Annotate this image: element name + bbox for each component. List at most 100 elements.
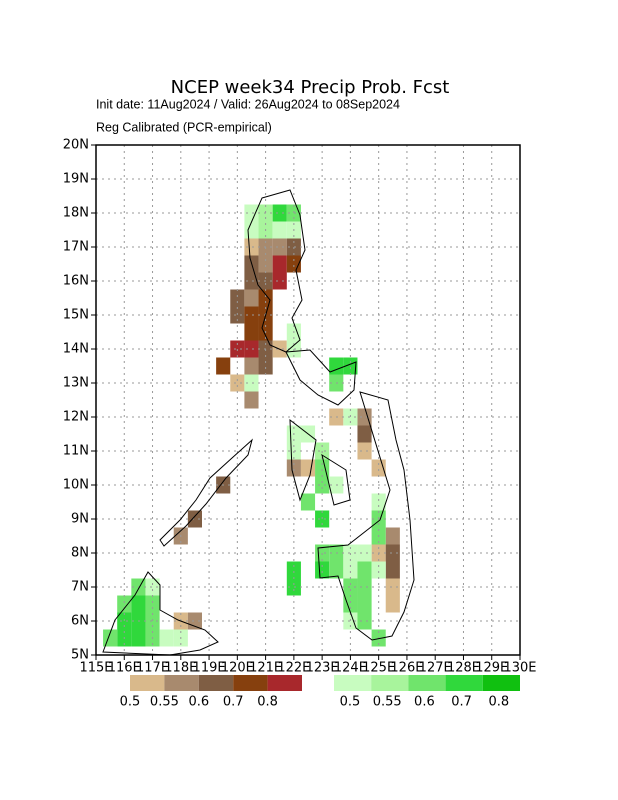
y-tick-label: 9N (71, 512, 89, 527)
prob-cell (272, 238, 287, 256)
x-tick-label: 122E (277, 661, 310, 676)
x-tick-label: 128E (447, 661, 480, 676)
prob-cell (371, 561, 386, 579)
prob-cell (343, 357, 358, 375)
legend-swatch (482, 675, 520, 691)
legend-label: 0.8 (257, 695, 278, 710)
prob-cell (385, 527, 400, 545)
legend-swatch (130, 675, 165, 691)
legend-swatch (408, 675, 446, 691)
prob-cell (131, 629, 146, 647)
y-tick-label: 7N (71, 580, 89, 595)
prob-cell (244, 306, 259, 324)
y-tick-label: 19N (63, 172, 89, 187)
method-label: Reg Calibrated (PCR-empirical) (96, 120, 272, 134)
y-tick-label: 5N (71, 648, 89, 663)
prob-cell (244, 238, 259, 256)
legend-label: 0.8 (488, 695, 509, 710)
prob-cell (315, 561, 330, 579)
x-tick-label: 119E (193, 661, 226, 676)
prob-cell (258, 255, 273, 273)
x-tick-label: 121E (249, 661, 282, 676)
prob-cell (244, 272, 259, 290)
legend-label: 0.7 (451, 695, 472, 710)
coastline (247, 189, 306, 353)
x-tick-label: 125E (362, 661, 395, 676)
y-tick-label: 8N (71, 546, 89, 561)
prob-cell (357, 595, 372, 613)
prob-cell (357, 578, 372, 596)
x-tick-label: 124E (334, 661, 367, 676)
prob-cell (244, 221, 259, 239)
prob-cell (329, 561, 344, 579)
prob-cell (300, 493, 316, 511)
prob-cell (230, 289, 245, 307)
prob-cell (258, 357, 273, 375)
prob-cell (357, 442, 372, 460)
legend-swatch (334, 675, 372, 691)
prob-cell (244, 391, 259, 409)
prob-cell (272, 221, 287, 239)
prob-cell (357, 612, 372, 630)
prob-cell (286, 578, 301, 596)
prob-cell (357, 561, 372, 579)
y-tick-label: 15N (63, 308, 89, 323)
legend-label: 0.6 (414, 695, 435, 710)
prob-cell (117, 595, 132, 613)
coastline (321, 453, 351, 506)
prob-cell (357, 425, 372, 443)
prob-cell (145, 578, 160, 596)
prob-cell (371, 493, 386, 511)
coastline (285, 349, 357, 406)
x-tick-label: 120E (221, 661, 254, 676)
coastline (102, 571, 219, 656)
legend-label: 0.7 (223, 695, 244, 710)
y-tick-label: 12N (63, 410, 89, 425)
prob-cell (329, 357, 344, 375)
x-tick-label: 115E (79, 661, 112, 676)
prob-cell (343, 561, 358, 579)
prob-cell (145, 595, 160, 613)
prob-cell (216, 357, 231, 375)
prob-cell (131, 595, 146, 613)
coastline (289, 418, 317, 502)
chart-title: NCEP week34 Precip Prob. Fcst (171, 77, 450, 98)
y-tick-label: 20N (63, 138, 89, 153)
y-tick-label: 17N (63, 240, 89, 255)
x-tick-label: 130E (503, 661, 536, 676)
legend-label: 0.5 (120, 695, 141, 710)
legend-label: 0.6 (188, 695, 209, 710)
coastlines (102, 189, 415, 656)
prob-cell (244, 204, 259, 222)
prob-cell (244, 340, 259, 358)
prob-cell (357, 544, 372, 562)
coastline (317, 391, 415, 641)
y-tick-label: 13N (63, 376, 89, 391)
legend-label: 0.55 (150, 695, 179, 710)
x-tick-label: 123E (306, 661, 339, 676)
coastline (159, 438, 253, 547)
legend-swatch (445, 675, 483, 691)
y-tick-label: 11N (63, 444, 89, 459)
prob-cell (244, 289, 259, 307)
prob-cell (315, 459, 330, 477)
subtitle: Init date: 11Aug2024 / Valid: 26Aug2024 … (96, 97, 400, 111)
prob-cell (300, 459, 316, 477)
y-tick-label: 10N (63, 478, 89, 493)
y-tick-label: 14N (63, 342, 89, 357)
legend-label: 0.55 (373, 695, 402, 710)
y-tick-label: 16N (63, 274, 89, 289)
legend-swatch (267, 675, 302, 691)
prob-cell (385, 578, 400, 596)
prob-cell (272, 272, 287, 290)
prob-cell (272, 255, 287, 273)
prob-cell (159, 629, 174, 647)
x-tick-label: 127E (419, 661, 452, 676)
prob-cell (244, 323, 259, 341)
y-tick-label: 6N (71, 614, 89, 629)
prob-cell (258, 289, 273, 307)
x-tick-label: 116E (108, 661, 141, 676)
prob-cell (244, 357, 259, 375)
